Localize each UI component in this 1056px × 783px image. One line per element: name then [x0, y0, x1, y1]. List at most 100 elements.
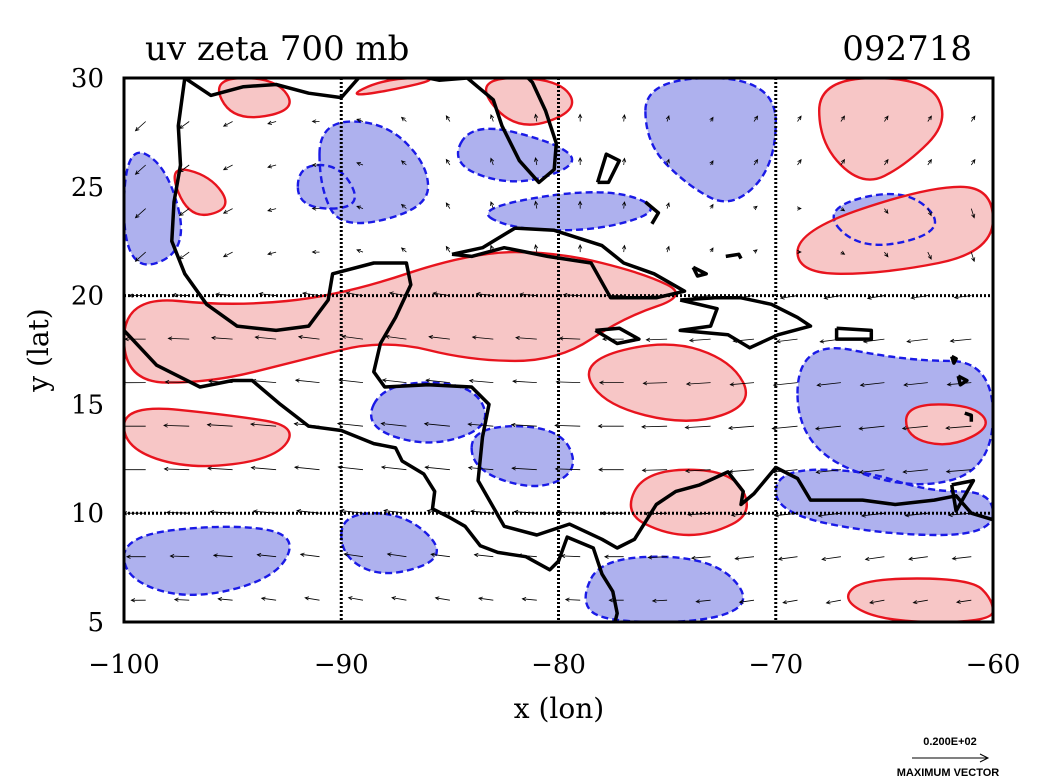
x-axis-label: x (lon) [514, 692, 604, 725]
wind-vector [692, 294, 711, 299]
wind-vector [311, 206, 320, 211]
wind-vector [647, 555, 668, 560]
positive-region-6 [124, 252, 676, 383]
wind-vector [927, 208, 932, 217]
wind-vector [927, 115, 932, 122]
negative-region-8 [471, 426, 573, 486]
positive-region-9 [630, 469, 747, 535]
wind-vector [222, 121, 233, 127]
wind-vector [534, 243, 539, 253]
coastline [595, 152, 622, 185]
wind-vector [209, 509, 233, 515]
negative-contour-13 [296, 163, 357, 210]
negative-region-11 [341, 513, 437, 574]
wind-vector [510, 422, 537, 427]
wind-vector [734, 556, 755, 561]
wind-vector [608, 598, 624, 603]
wind-vector [621, 113, 627, 122]
wind-vector [641, 424, 668, 429]
positive-region-8 [588, 344, 746, 421]
wind-vector [578, 113, 583, 122]
y-axis-label: y (lat) [22, 308, 55, 392]
wind-vector [560, 554, 581, 559]
wind-vector [621, 157, 627, 166]
wind-vector [173, 597, 190, 602]
wind-vector [519, 292, 537, 297]
wind-vector [171, 292, 190, 298]
wind-vector [515, 335, 537, 340]
wind-vector [490, 157, 495, 166]
wind-vector [578, 200, 583, 209]
wind-vector [297, 335, 320, 340]
positive-region-3 [819, 78, 943, 180]
wind-vector [178, 164, 190, 173]
wind-vector [130, 598, 146, 603]
wind-vector [840, 250, 846, 255]
wind-vector [908, 556, 928, 561]
wind-vector [927, 158, 932, 166]
wind-vector [903, 382, 928, 387]
wind-vector [345, 291, 364, 296]
wind-vector [562, 292, 581, 298]
wind-vector [641, 468, 668, 473]
wind-vector [521, 597, 537, 602]
wind-vector [356, 205, 364, 210]
wind-vector [753, 249, 758, 254]
wind-vector [860, 512, 885, 518]
coastline [124, 329, 619, 622]
wind-vector [884, 251, 889, 258]
wind-vector [912, 599, 928, 605]
coastline [451, 226, 687, 300]
y-tick-label: 25 [71, 173, 104, 203]
wind-vector [475, 291, 494, 297]
positive-contour-11 [904, 403, 987, 446]
wind-vector [210, 335, 233, 341]
wind-vector [777, 556, 798, 561]
wind-vector [884, 208, 889, 214]
wind-vector [222, 208, 233, 214]
wind-vector [554, 466, 581, 472]
wind-vector [167, 336, 190, 341]
wind-vector [601, 337, 624, 342]
wind-vector [970, 208, 976, 219]
wind-vector [490, 244, 495, 253]
wind-vector [445, 202, 451, 209]
wind-vector [426, 509, 450, 514]
wind-vector [343, 552, 364, 558]
wind-vector [338, 378, 364, 383]
positive-region-10 [848, 578, 993, 622]
wind-vector [736, 295, 755, 300]
coastline [956, 374, 969, 387]
wind-vector [709, 203, 714, 209]
reference-vector-caption: MAXIMUM VECTOR [897, 767, 1000, 779]
wind-vector [665, 202, 670, 209]
negative-contour-9 [584, 555, 745, 622]
wind-vector [215, 292, 233, 297]
wind-vector [621, 244, 627, 253]
positive-contour-6 [124, 250, 677, 384]
wind-vector [434, 596, 450, 601]
wind-vector [598, 380, 624, 385]
wind-vector [386, 552, 407, 558]
x-axis-ticks: −100 −90 −80 −70 −60 [88, 650, 1020, 680]
x-tick-label: −90 [314, 650, 369, 680]
wind-vector [904, 512, 928, 518]
wind-vector [775, 338, 798, 344]
wind-vector [955, 599, 972, 604]
wind-vector [902, 469, 928, 474]
wind-vector [125, 554, 146, 559]
wind-vector [388, 291, 407, 296]
wind-vector [554, 423, 581, 428]
wind-vector [341, 334, 364, 340]
wind-vector [467, 422, 494, 427]
wind-vector [165, 510, 190, 515]
wind-vector [840, 158, 846, 166]
negative-region-5 [487, 192, 651, 231]
wind-vector [207, 466, 233, 471]
wind-vector [840, 115, 846, 122]
wind-vector [910, 295, 928, 300]
wind-vector [400, 203, 407, 209]
wind-vector [391, 596, 407, 601]
wind-vector [840, 207, 846, 212]
